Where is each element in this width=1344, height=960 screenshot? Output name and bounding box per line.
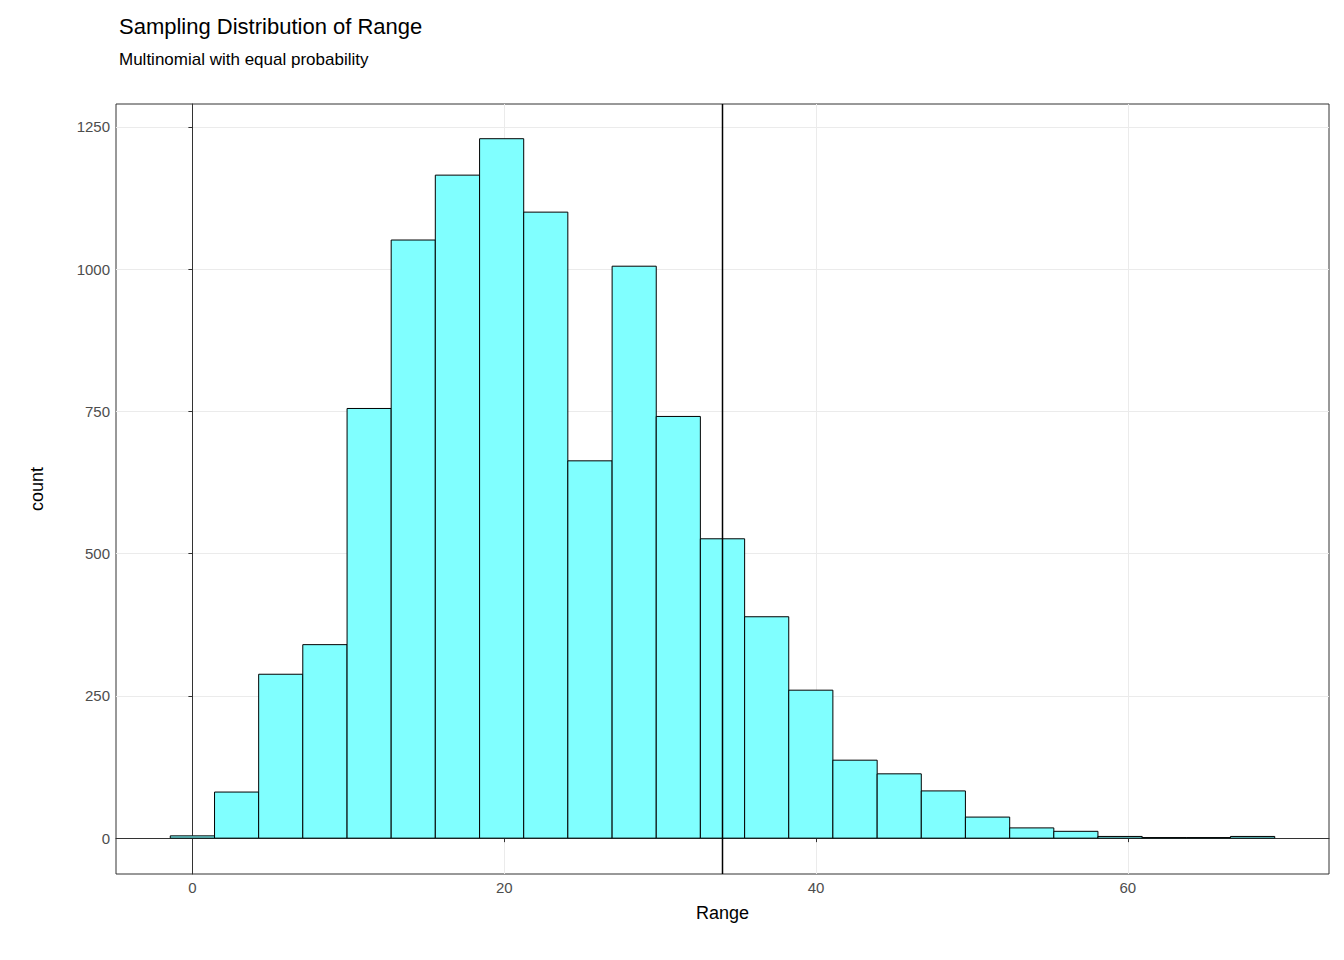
svg-text:500: 500 bbox=[85, 545, 110, 562]
svg-text:Range: Range bbox=[696, 903, 749, 923]
svg-text:40: 40 bbox=[808, 879, 825, 896]
svg-text:Multinomial with equal probabi: Multinomial with equal probability bbox=[119, 50, 369, 69]
svg-text:750: 750 bbox=[85, 403, 110, 420]
svg-text:20: 20 bbox=[496, 879, 513, 896]
svg-text:count: count bbox=[27, 467, 47, 511]
svg-text:0: 0 bbox=[102, 830, 110, 847]
svg-text:60: 60 bbox=[1120, 879, 1137, 896]
svg-text:1250: 1250 bbox=[77, 118, 110, 135]
svg-text:1000: 1000 bbox=[77, 261, 110, 278]
svg-text:0: 0 bbox=[188, 879, 196, 896]
svg-text:250: 250 bbox=[85, 687, 110, 704]
svg-text:Sampling Distribution of Range: Sampling Distribution of Range bbox=[119, 14, 422, 39]
